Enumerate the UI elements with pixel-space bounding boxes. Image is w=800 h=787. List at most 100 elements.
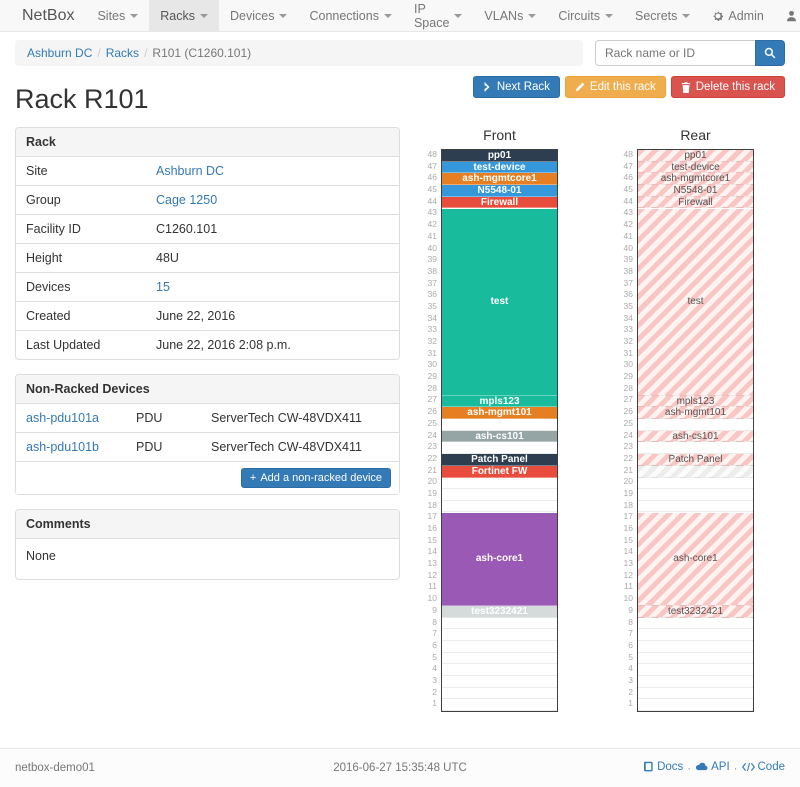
- rack-device-n5548-01[interactable]: N5548-01: [442, 185, 557, 197]
- rack-device-test[interactable]: test: [638, 208, 753, 396]
- rack-unit-number: 21: [623, 464, 633, 475]
- rack-empty-slot: [638, 489, 753, 501]
- rack-device-test3232421[interactable]: test3232421: [442, 606, 557, 618]
- rack-empty-slot: [638, 653, 753, 665]
- rack-device-mpls123[interactable]: mpls123: [638, 395, 753, 408]
- rack-device-ash-mgmtcore1[interactable]: ash-mgmtcore1: [442, 173, 557, 186]
- rack-unit-number: 45: [623, 184, 633, 195]
- rack-device-patch-panel[interactable]: Patch Panel: [442, 454, 557, 466]
- brand-logo[interactable]: NetBox: [22, 6, 75, 24]
- rack-device-test-device[interactable]: test-device: [638, 161, 753, 174]
- non-racked-footer: + Add a non-racked device: [16, 461, 399, 494]
- rack-unit-number: 43: [427, 207, 437, 218]
- nav-item-vlans[interactable]: VLANs: [473, 0, 547, 31]
- rack-unit-number: 11: [428, 581, 437, 592]
- rack-device-ash-mgmt101[interactable]: ash-mgmt101: [638, 407, 753, 420]
- chevron-down-icon: [528, 13, 537, 18]
- rack-device-test[interactable]: test: [442, 208, 557, 396]
- attribute-value-link[interactable]: Ashburn DC: [156, 164, 225, 178]
- rack-empty-slot: [638, 688, 753, 700]
- rack-device-ash-cs101[interactable]: ash-cs101: [442, 430, 557, 443]
- rack-empty-slot: [638, 664, 753, 676]
- rack-elevations: Front 48 47 46 45 44 43 42 41 40 39 38 37 36 35 34 33 32…: [414, 127, 754, 712]
- nav-item-secrets[interactable]: Secrets: [624, 0, 701, 31]
- rack-unit-number: 22: [427, 452, 437, 463]
- rack-device-n5548-01[interactable]: N5548-01: [638, 185, 753, 197]
- rack-device-fortinet-fw[interactable]: [638, 465, 753, 478]
- rack-device-ash-mgmtcore1[interactable]: ash-mgmtcore1: [638, 173, 753, 186]
- footer-link-docs[interactable]: Docs: [643, 761, 683, 773]
- rack-empty-slot: [442, 699, 557, 711]
- rack-unit-number: 13: [427, 558, 437, 569]
- rack-unit-number: 35: [427, 300, 437, 311]
- nav-item-circuits[interactable]: Circuits: [547, 0, 624, 31]
- front-rack: pp01 test-device ash-mgmtcore1 N5548-01 Fire…: [441, 149, 558, 712]
- nav-item-sites[interactable]: Sites: [86, 0, 149, 31]
- device-role: PDU: [136, 411, 163, 425]
- nav-menu: Sites Racks Devices Connections IP Space VLAN…: [86, 0, 701, 31]
- rack-unit-number: 46: [427, 172, 437, 183]
- rack-unit-number: 34: [427, 312, 437, 323]
- attribute-value-link[interactable]: 15: [156, 280, 170, 294]
- nav-item-admin[interactable]: Admin: [701, 0, 774, 31]
- main-content: Rack Site Ashburn DC Group Cage 1250 Facilit…: [0, 123, 800, 732]
- comments-panel: Comments None: [15, 509, 400, 580]
- rack-unit-number: 2: [628, 686, 633, 697]
- rack-unit-number: 39: [623, 254, 633, 265]
- non-racked-device-row: ash-pdu101a PDU ServerTech CW-48VDX411: [16, 404, 399, 432]
- rack-device-mpls123[interactable]: mpls123: [442, 395, 557, 408]
- rack-empty-slot: [638, 676, 753, 688]
- rack-unit-number: 17: [623, 511, 633, 522]
- attribute-value-link[interactable]: Cage 1250: [156, 193, 218, 207]
- attribute-label: Site: [26, 164, 48, 178]
- rack-empty-slot: [442, 501, 557, 513]
- rack-device-test-device[interactable]: test-device: [442, 161, 557, 174]
- rack-device-fortinet-fw[interactable]: Fortinet FW: [442, 465, 557, 478]
- next-rack-button[interactable]: Next Rack: [472, 76, 560, 98]
- rack-device-ash-cs101[interactable]: ash-cs101: [638, 430, 753, 443]
- search-button[interactable]: [755, 40, 785, 66]
- footer-link-code[interactable]: Code: [741, 761, 785, 773]
- rack-unit-number: 29: [623, 371, 633, 382]
- rack-device-patch-panel[interactable]: Patch Panel: [638, 454, 753, 466]
- plus-icon: +: [249, 472, 257, 484]
- rack-unit-number: 16: [427, 523, 437, 533]
- rack-unit-number: 27: [623, 394, 633, 405]
- rack-device-firewall[interactable]: Firewall: [638, 196, 753, 209]
- rack-unit-number: 48: [427, 149, 437, 159]
- delete-this-rack-button[interactable]: Delete this rack: [670, 76, 785, 98]
- breadcrumb-link[interactable]: Ashburn DC: [27, 46, 93, 60]
- add-non-racked-device-button[interactable]: + Add a non-racked device: [240, 468, 391, 488]
- rack-device-firewall[interactable]: Firewall: [442, 196, 557, 209]
- nav-item-racks[interactable]: Racks: [149, 0, 219, 31]
- rack-unit-number: 28: [623, 382, 633, 393]
- attribute-value: June 22, 2016: [156, 309, 236, 323]
- nav-item-ip-space[interactable]: IP Space: [403, 0, 473, 31]
- attribute-label: Last Updated: [26, 338, 101, 352]
- search-input[interactable]: [595, 40, 755, 66]
- rack-device-pp01[interactable]: pp01: [442, 150, 557, 162]
- nav-item-devices[interactable]: Devices: [219, 0, 298, 31]
- rack-unit-number: 40: [427, 242, 437, 253]
- rack-device-ash-mgmt101[interactable]: ash-mgmt101: [442, 407, 557, 420]
- edit-this-rack-button[interactable]: Edit this rack: [564, 76, 666, 98]
- rack-empty-slot: [442, 442, 557, 454]
- attribute-value: 48U: [156, 251, 179, 265]
- rack-device-pp01[interactable]: pp01: [638, 150, 753, 162]
- nav-item-connections[interactable]: Connections: [298, 0, 403, 31]
- gear-icon: [712, 10, 724, 22]
- rack-device-ash-core1[interactable]: ash-core1: [638, 512, 753, 607]
- rack-attribute-row: Created June 22, 2016: [16, 301, 399, 330]
- nav-item-profile[interactable]: Profile: [775, 0, 800, 31]
- breadcrumb: Ashburn DC / Racks / R101 (C1260.101): [15, 40, 583, 66]
- rack-unit-number: 18: [427, 499, 437, 510]
- device-link[interactable]: ash-pdu101b: [26, 440, 99, 454]
- device-link[interactable]: ash-pdu101a: [26, 411, 99, 425]
- rack-attribute-row: Last Updated June 22, 2016 2:08 p.m.: [16, 330, 399, 359]
- footer-link-api[interactable]: API: [695, 761, 730, 773]
- rack-device-ash-core1[interactable]: ash-core1: [442, 512, 557, 607]
- rack-device-test3232421[interactable]: test3232421: [638, 606, 753, 618]
- breadcrumb-link[interactable]: Racks: [105, 46, 140, 60]
- rack-unit-number: 42: [623, 219, 633, 230]
- rack-unit-number: 25: [427, 417, 437, 428]
